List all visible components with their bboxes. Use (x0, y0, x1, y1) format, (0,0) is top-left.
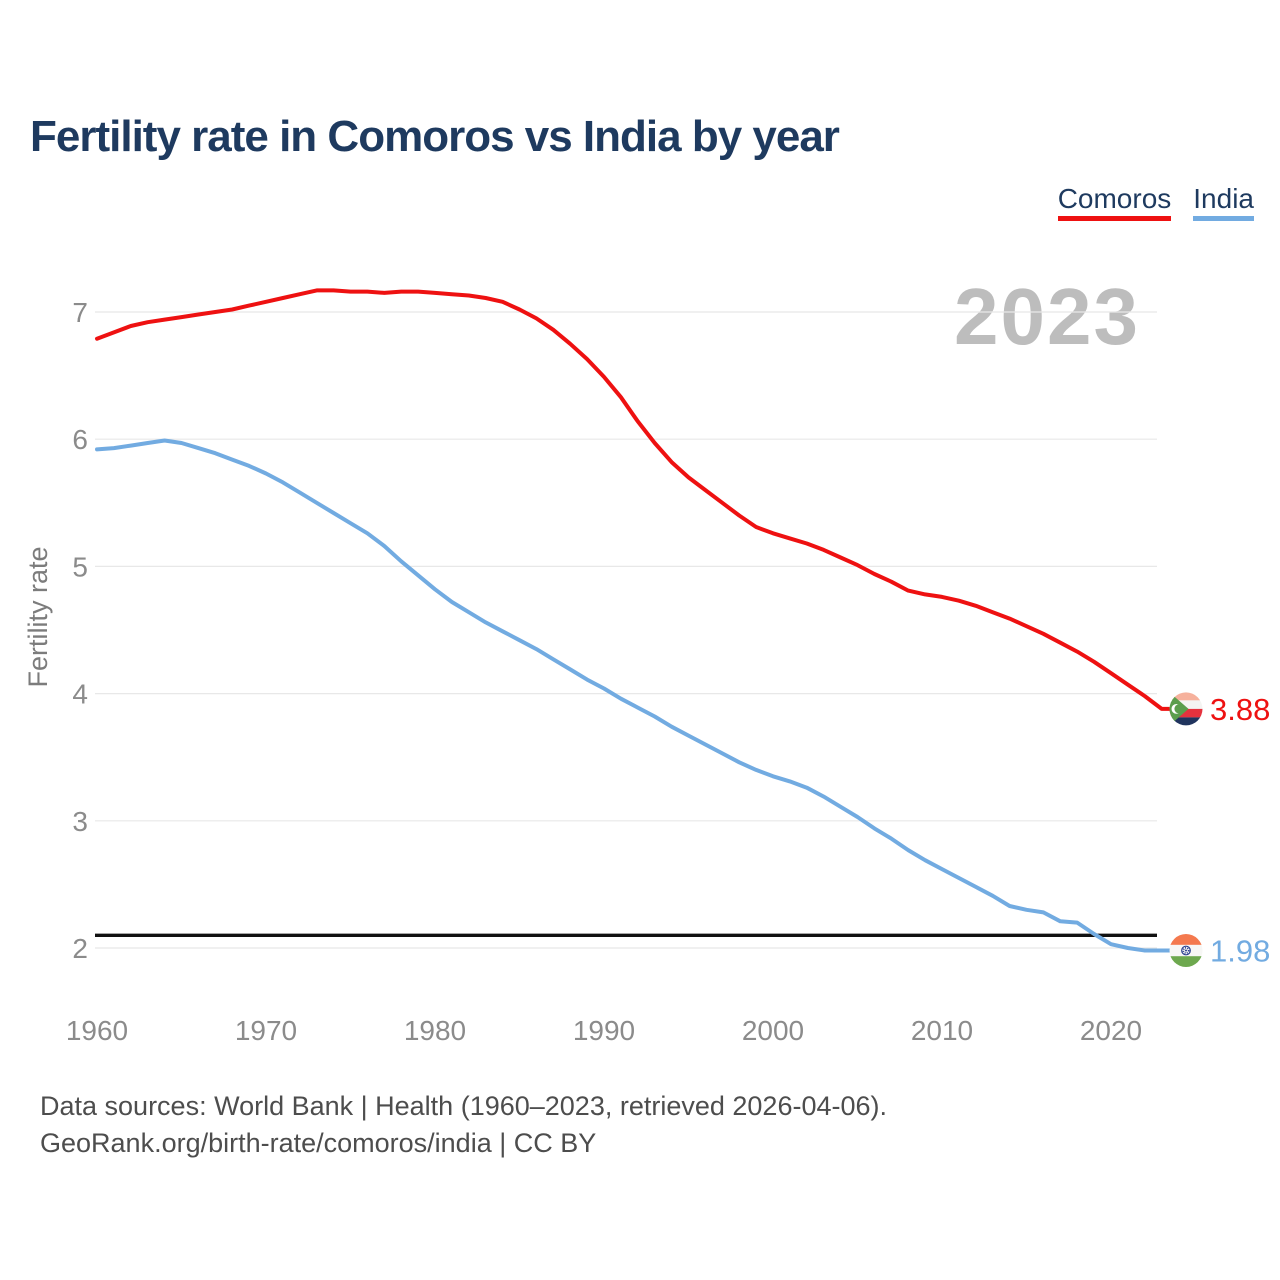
footer: Data sources: World Bank | Health (1960–… (40, 1088, 887, 1163)
comoros-flag-icon (1169, 692, 1203, 726)
legend: Comoros India (1057, 183, 1254, 222)
page-title: Fertility rate in Comoros vs India by ye… (30, 112, 840, 161)
x-axis-labels: 1960 1970 1980 1990 2000 2010 2020 (66, 1015, 1142, 1046)
y-tick-label: 5 (72, 551, 88, 582)
y-tick-label: 6 (72, 424, 88, 455)
y-tick-label: 2 (72, 933, 88, 964)
india-end-value: 1.98 (1210, 934, 1270, 969)
legend-label-comoros: Comoros (1057, 183, 1172, 214)
y-tick-label: 4 (72, 679, 88, 710)
india-flag-icon (1169, 934, 1203, 967)
comoros-series-line[interactable] (95, 288, 1172, 711)
legend-item-comoros[interactable]: Comoros (1057, 183, 1172, 222)
x-tick-label: 2020 (1080, 1015, 1142, 1046)
x-tick-label: 1980 (404, 1015, 466, 1046)
footer-source-line: Data sources: World Bank | Health (1960–… (40, 1091, 887, 1121)
end-label-comoros: 3.88 (1169, 692, 1270, 727)
india-series-line[interactable] (95, 438, 1172, 953)
y-axis-title: Fertility rate (23, 546, 53, 687)
x-tick-label: 1990 (573, 1015, 635, 1046)
legend-item-india[interactable]: India (1193, 183, 1254, 222)
gridlines: 7 6 5 4 3 2 (72, 297, 1157, 964)
x-tick-label: 2000 (742, 1015, 804, 1046)
comoros-end-value: 3.88 (1210, 692, 1270, 727)
footer-attribution-line: GeoRank.org/birth-rate/comoros/india | C… (40, 1128, 597, 1159)
x-tick-label: 1960 (66, 1015, 128, 1046)
x-tick-label: 1970 (235, 1015, 297, 1046)
series-lines (95, 288, 1172, 953)
year-watermark: 2023 (954, 272, 1140, 361)
legend-label-india: India (1193, 183, 1254, 214)
y-tick-label: 7 (72, 297, 88, 328)
x-tick-label: 2010 (911, 1015, 973, 1046)
end-label-india: 1.98 (1169, 934, 1270, 969)
y-tick-label: 3 (72, 806, 88, 837)
